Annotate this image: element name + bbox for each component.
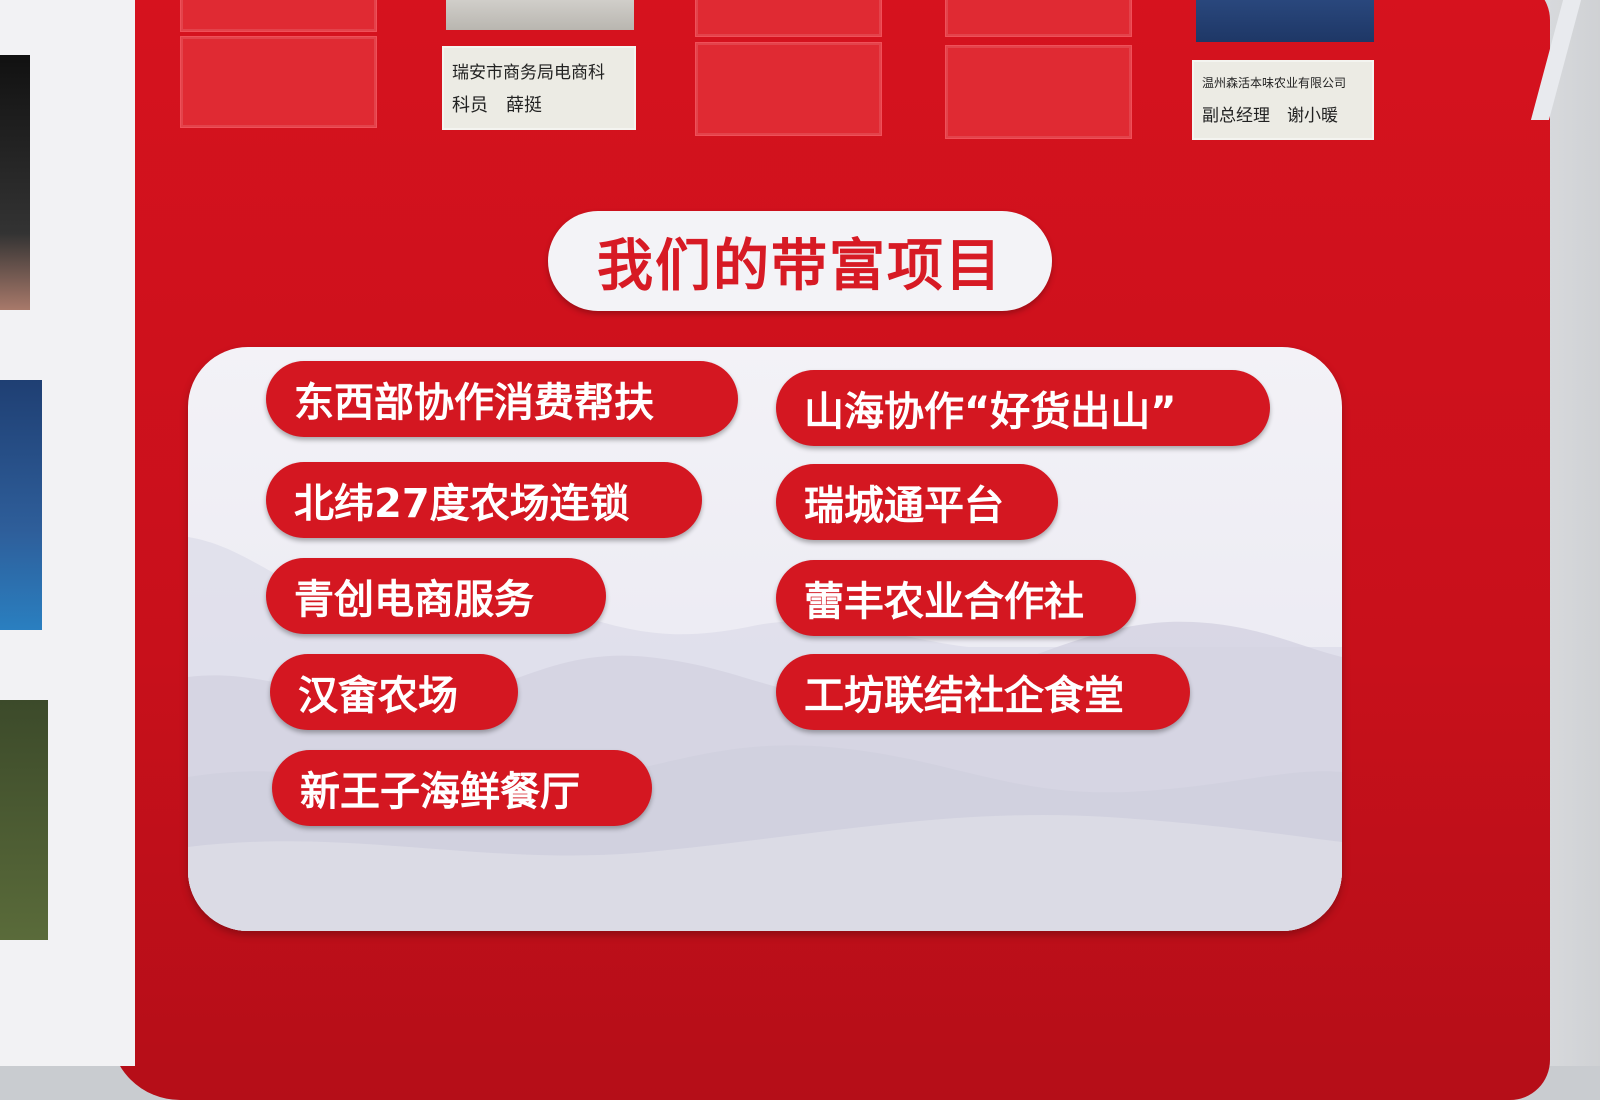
project-pill-right-4: 工坊联结社企食堂 bbox=[776, 654, 1190, 730]
portrait-photo bbox=[446, 0, 634, 30]
project-pill-left-5: 新王子海鲜餐厅 bbox=[272, 750, 652, 826]
card-slot bbox=[180, 0, 377, 32]
project-label: 山海协作“好货出山” bbox=[804, 389, 1177, 435]
project-label: 汉畲农场 bbox=[298, 673, 458, 719]
page-title: 我们的带富项目 bbox=[597, 233, 1003, 299]
left-photo-1 bbox=[0, 55, 30, 310]
name-card-org: 温州森活本味农业有限公司 bbox=[1202, 76, 1347, 90]
project-pill-left-3: 青创电商服务 bbox=[266, 558, 606, 634]
project-label: 东西部协作消费帮扶 bbox=[294, 380, 654, 426]
project-label: 蕾丰农业合作社 bbox=[804, 579, 1084, 625]
project-label: 工坊联结社企食堂 bbox=[804, 673, 1124, 719]
project-pill-right-1: 山海协作“好货出山” bbox=[776, 370, 1270, 446]
project-pill-left-1: 东西部协作消费帮扶 bbox=[266, 361, 738, 437]
project-label: 青创电商服务 bbox=[294, 577, 534, 623]
project-pill-left-2: 北纬27度农场连锁 bbox=[266, 462, 702, 538]
card-slot bbox=[180, 36, 377, 128]
left-photo-2 bbox=[0, 380, 42, 630]
card-slot bbox=[695, 0, 882, 37]
project-label: 北纬27度农场连锁 bbox=[294, 481, 630, 527]
project-pill-right-3: 蕾丰农业合作社 bbox=[776, 560, 1136, 636]
project-label: 瑞城通平台 bbox=[804, 483, 1004, 529]
card-slot bbox=[945, 45, 1132, 139]
project-pill-left-4: 汉畲农场 bbox=[270, 654, 518, 730]
name-card-role: 副总经理 谢小暖 bbox=[1202, 106, 1338, 126]
title-pill: 我们的带富项目 bbox=[548, 211, 1052, 311]
project-pill-right-2: 瑞城通平台 bbox=[776, 464, 1058, 540]
name-card-2: 温州森活本味农业有限公司 副总经理 谢小暖 bbox=[1192, 60, 1374, 140]
left-photo-3 bbox=[0, 700, 48, 940]
card-slot bbox=[945, 0, 1132, 37]
left-white-frame bbox=[0, 0, 135, 1066]
name-card-1: 瑞安市商务局电商科 科员 薛挺 bbox=[442, 46, 636, 130]
portrait-photo bbox=[1196, 0, 1374, 42]
name-card-org: 瑞安市商务局电商科 bbox=[452, 63, 605, 83]
card-slot bbox=[695, 42, 882, 136]
name-card-role: 科员 薛挺 bbox=[452, 95, 542, 116]
project-label: 新王子海鲜餐厅 bbox=[300, 769, 580, 815]
